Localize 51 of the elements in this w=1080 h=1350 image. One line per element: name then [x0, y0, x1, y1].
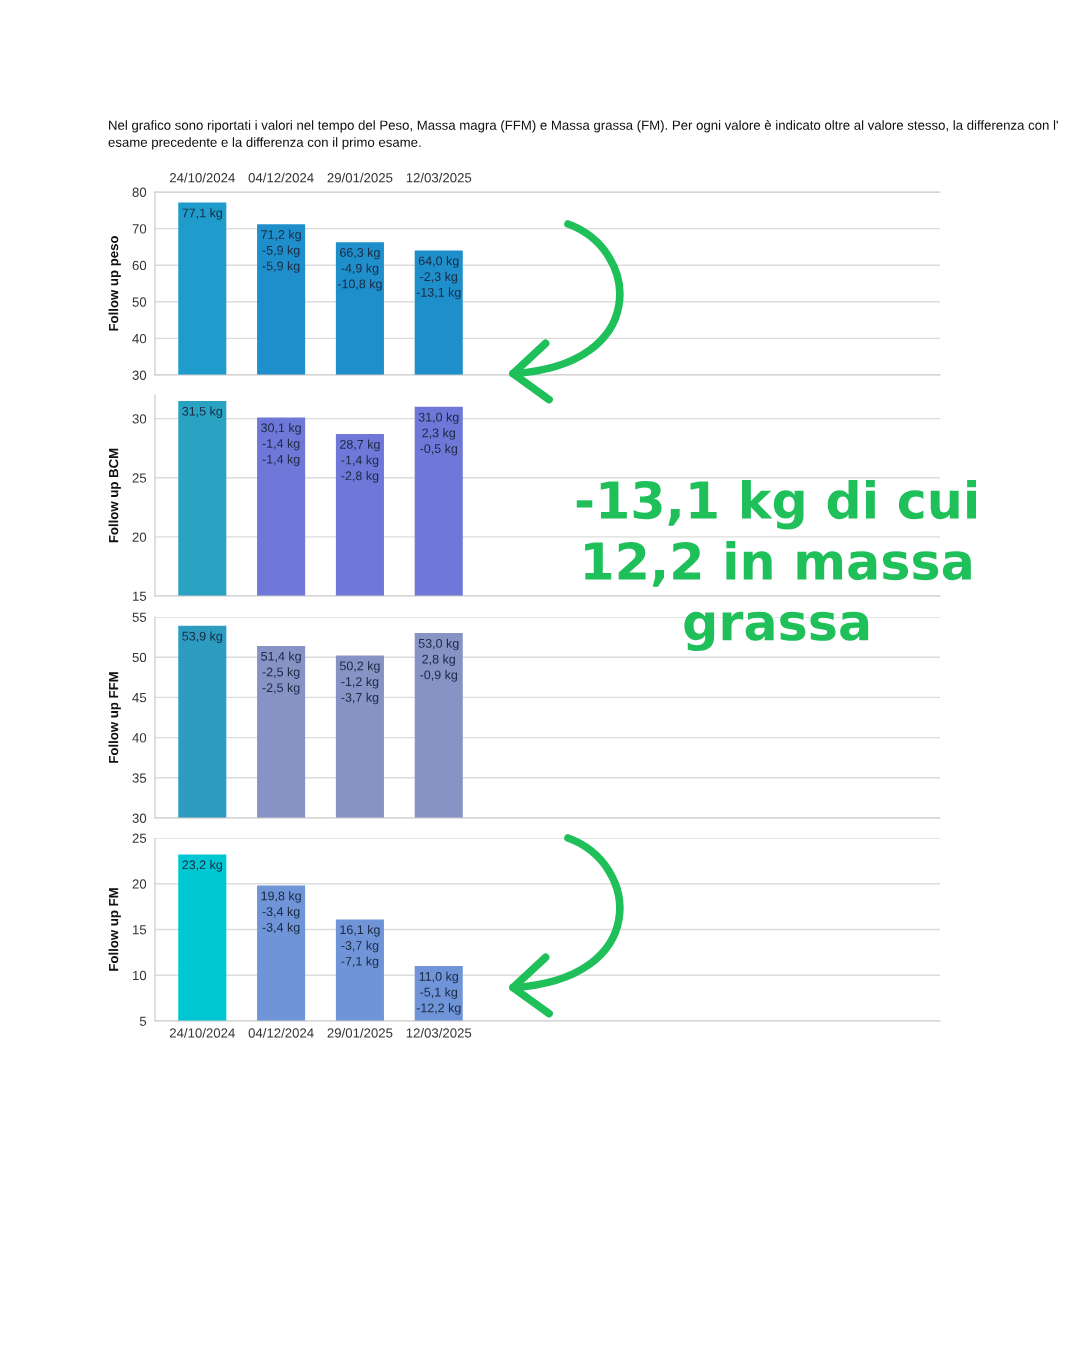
- data-label: 53,0 kg 2,8 kg -0,9 kg: [418, 638, 459, 682]
- x-tick-label: 04/12/2024: [248, 172, 314, 183]
- y-tick-label: 20: [132, 532, 147, 542]
- data-label: 28,7 kg -1,4 kg -2,8 kg: [340, 439, 380, 483]
- y-axis-title: Follow up BCM: [108, 448, 121, 543]
- y-tick-label: 30: [132, 370, 147, 380]
- y-tick-label: 50: [132, 297, 147, 307]
- text: -13,1 kg di cui 12,2 in massa grassa: [576, 480, 976, 652]
- y-tick-label: 45: [132, 693, 147, 703]
- x-tick-label: 12/03/2025: [406, 172, 472, 183]
- y-tick-label: 25: [132, 473, 147, 483]
- data-label: 31,0 kg 2,3 kg -0,5 kg: [418, 412, 459, 456]
- x-tick-label: 12/03/2025: [406, 1027, 472, 1038]
- y-tick-label: 50: [132, 652, 147, 663]
- y-tick-label: 40: [132, 733, 147, 743]
- x-tick-label: 04/12/2024: [248, 1027, 314, 1038]
- data-label: 19,8 kg -3,4 kg -3,4 kg: [261, 891, 301, 935]
- y-tick-label: 5: [139, 1016, 147, 1026]
- y-tick-label: 60: [132, 260, 147, 271]
- data-label: 11,0 kg -5,1 kg -12,2 kg: [416, 971, 461, 1015]
- y-axis-title: Follow up FFM: [108, 672, 121, 763]
- y-axis-title: Follow up peso: [108, 236, 121, 331]
- text: Nel grafico sono riportati i valori nel tempo del Peso, Massa magra (FFM) e Massa grassa (FM). Per ogni valore è indicato oltre al valore stesso, la differenza con l' esame precedente e la differenza con il primo esame.: [108, 120, 1058, 150]
- data-label: 64,0 kg -2,3 kg -13,1 kg: [416, 256, 461, 300]
- data-label: 51,4 kg -2,5 kg -2,5 kg: [261, 651, 301, 695]
- y-tick-label: 35: [132, 773, 147, 783]
- data-label: 66,3 kg -4,9 kg -10,8 kg: [337, 247, 382, 291]
- y-tick-label: 10: [133, 970, 147, 981]
- y-tick-label: 20: [132, 879, 147, 889]
- y-tick-label: 40: [132, 333, 147, 344]
- data-label: 30,1 kg -1,4 kg -1,4 kg: [261, 423, 301, 467]
- data-label: 71,2 kg -5,9 kg -5,9 kg: [261, 229, 301, 273]
- y-tick-label: 30: [132, 813, 147, 823]
- data-label: 53,9 kg: [182, 631, 222, 644]
- y-tick-label: 55: [132, 612, 147, 622]
- x-tick-label: 29/01/2025: [327, 1027, 393, 1038]
- y-axis-title: Follow up FM: [108, 888, 121, 971]
- y-tick-label: 25: [132, 833, 147, 843]
- y-tick-label: 30: [132, 414, 147, 424]
- data-label: 31,5 kg: [182, 406, 222, 419]
- x-tick-label: 29/01/2025: [327, 172, 393, 183]
- x-tick-label: 24/10/2024: [169, 172, 235, 183]
- data-label: 50,2 kg -1,2 kg -3,7 kg: [339, 661, 380, 705]
- y-tick-label: 80: [132, 187, 147, 197]
- y-tick-label: 15: [133, 591, 147, 601]
- data-label: 16,1 kg -3,7 kg -7,1 kg: [340, 924, 380, 969]
- x-tick-label: 24/10/2024: [169, 1027, 235, 1038]
- data-label: 23,2 kg: [182, 860, 222, 872]
- y-tick-label: 15: [133, 925, 147, 935]
- y-tick-label: 70: [132, 224, 147, 234]
- data-label: 77,1 kg: [182, 208, 222, 220]
